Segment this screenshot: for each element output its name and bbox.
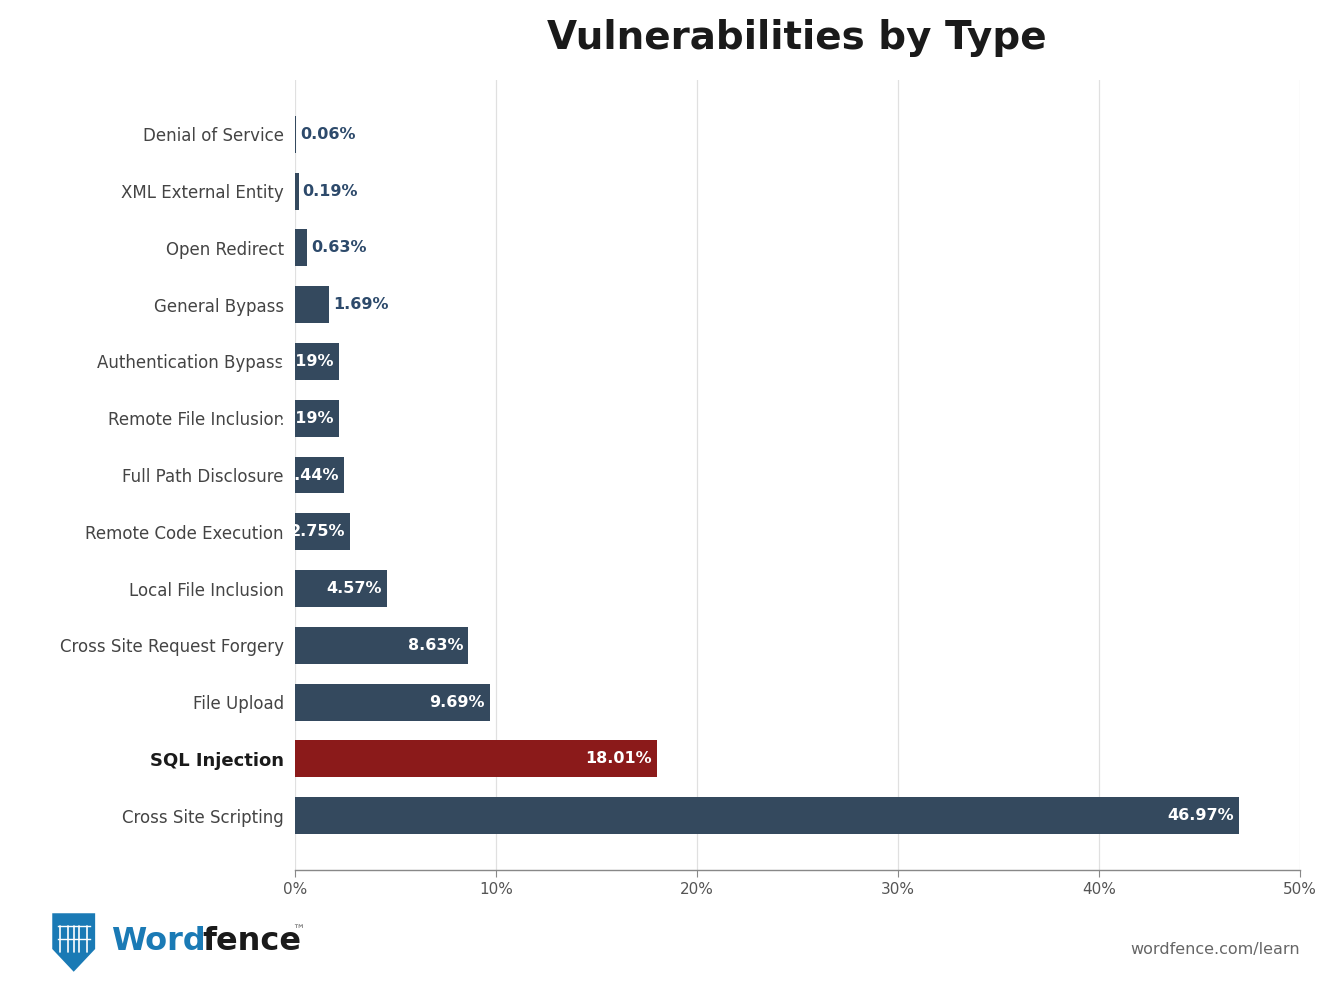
PathPatch shape (52, 913, 95, 972)
Bar (295, 684, 489, 721)
Title: Vulnerabilities by Type: Vulnerabilities by Type (548, 19, 1047, 57)
Bar (295, 627, 468, 664)
Bar (295, 740, 657, 777)
Bar (295, 173, 299, 210)
Text: Word: Word (111, 926, 206, 957)
Text: 18.01%: 18.01% (586, 751, 651, 766)
Text: 46.97%: 46.97% (1167, 808, 1234, 823)
Text: 0.06%: 0.06% (300, 127, 355, 142)
Text: 0.63%: 0.63% (311, 240, 367, 255)
Text: 2.75%: 2.75% (289, 524, 346, 539)
Text: 2.19%: 2.19% (279, 354, 334, 369)
Text: 8.63%: 8.63% (407, 638, 464, 653)
Bar (295, 797, 1240, 834)
Text: ™: ™ (292, 924, 304, 937)
Text: 1.69%: 1.69% (332, 297, 389, 312)
Bar (295, 513, 350, 550)
Text: 9.69%: 9.69% (429, 695, 485, 710)
Text: 2.19%: 2.19% (279, 411, 334, 426)
Bar (295, 229, 307, 266)
Text: 2.44%: 2.44% (283, 468, 339, 483)
Bar (295, 400, 339, 437)
Bar (295, 570, 387, 607)
Text: 0.19%: 0.19% (303, 184, 358, 199)
Bar (295, 343, 339, 380)
Text: 4.57%: 4.57% (326, 581, 382, 596)
Text: fence: fence (202, 926, 302, 957)
Text: wordfence.com/learn: wordfence.com/learn (1130, 942, 1300, 957)
Bar (295, 457, 344, 493)
Bar (295, 286, 328, 323)
